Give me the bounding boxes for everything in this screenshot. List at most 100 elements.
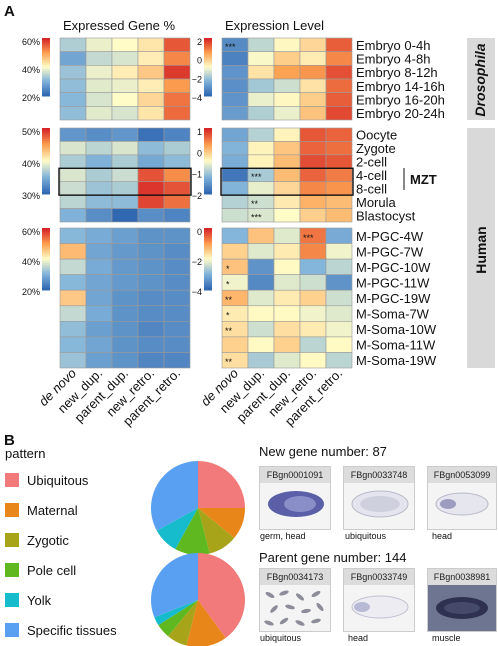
heatmap-cell <box>111 305 139 322</box>
heatmap-cell <box>85 352 113 369</box>
colorbar-segment <box>42 57 50 60</box>
heatmap-cell <box>111 181 139 196</box>
colorbar-segment <box>204 283 212 287</box>
new-gene-title: New gene number: 87 <box>259 444 387 459</box>
colorbar-segment <box>42 263 50 266</box>
pies-group <box>151 461 245 646</box>
significance-stars: * <box>226 264 230 274</box>
heatmap-cell <box>59 37 87 52</box>
heatmap-cell <box>273 208 301 223</box>
colorbar-segment <box>204 248 212 252</box>
colorbar-segment <box>42 61 50 64</box>
heatmap-cell <box>59 92 87 107</box>
colorbar-segment <box>42 55 50 58</box>
heatmap-cell <box>299 154 327 169</box>
colorbar-segment <box>204 156 212 160</box>
pie-slice <box>156 508 198 550</box>
colorbar-segment <box>204 246 212 250</box>
heatmap-cell <box>59 154 87 169</box>
colorbar-segment <box>204 271 212 274</box>
heatmap-cell <box>299 258 327 275</box>
colorbar-segment <box>42 275 50 279</box>
colorbar-segment <box>204 90 212 93</box>
heatmap-cell <box>85 289 113 307</box>
heatmap-cell <box>273 258 301 275</box>
colorbar-segment <box>42 261 50 264</box>
heatmap-cell <box>137 37 165 52</box>
heatmap-cell <box>247 141 275 156</box>
colorbar-segment <box>204 45 212 49</box>
pie-slice <box>151 461 198 531</box>
heatmap-cell <box>137 92 165 107</box>
pie-slice <box>186 600 226 646</box>
photo-caption: head <box>432 531 453 541</box>
significance-stars: ** <box>225 326 233 336</box>
legend-swatch <box>5 473 19 487</box>
heatmap-cell <box>273 336 301 353</box>
heatmap-cell <box>325 106 353 121</box>
colorbar-segment <box>204 55 212 58</box>
photo-caption: muscle <box>432 633 461 643</box>
heatmap-cell <box>299 141 327 156</box>
colorbar-tick-label: −1 <box>192 170 202 180</box>
colorbar-segment <box>204 228 212 231</box>
colorbar-segment <box>204 287 212 291</box>
heatmap-cell <box>137 274 165 291</box>
heatmap-cell <box>273 37 301 52</box>
heatmap-cell <box>247 336 275 353</box>
row-label: Embryo 4-8h <box>356 52 430 67</box>
row-label: 2-cell <box>356 155 387 170</box>
species-label-human: Human <box>473 226 489 273</box>
colorbar-segment <box>204 61 212 64</box>
heatmap-cell <box>85 258 113 275</box>
colorbar-segment <box>42 183 50 186</box>
row-label: M-Soma-10W <box>356 322 437 337</box>
legend-item: Yolk <box>5 592 51 608</box>
heatmap-cell <box>221 227 249 244</box>
colorbar-segment <box>42 267 50 270</box>
heatmap-cell <box>221 78 249 93</box>
colorbar-segment <box>204 285 212 289</box>
colorbar-segment <box>42 152 50 155</box>
colorbar-segment <box>204 167 212 171</box>
colorbar-segment <box>42 236 50 239</box>
heatmap-cell <box>273 78 301 93</box>
heatmap-cell <box>85 78 113 93</box>
colorbar-segment <box>204 128 212 131</box>
colorbar-segment <box>204 80 212 83</box>
heatmap-cell <box>59 227 87 244</box>
heatmap-cell <box>247 227 275 244</box>
heatmap-cell <box>325 274 353 291</box>
heatmap-cell <box>111 243 139 260</box>
colorbar-segment <box>204 187 212 191</box>
heatmap-cell <box>299 65 327 80</box>
embryo-image <box>264 590 324 626</box>
heatmap-cell <box>85 65 113 80</box>
heatmap-cell <box>247 106 275 121</box>
legend-swatch <box>5 593 19 607</box>
colorbar-segment <box>42 232 50 235</box>
heatmap-cell <box>163 167 191 183</box>
colorbar-segment <box>204 158 212 162</box>
colorbar-segment <box>204 256 212 260</box>
heatmap-cell <box>163 289 191 307</box>
heatmap-cell <box>59 65 87 80</box>
heatmap-cell <box>163 305 191 322</box>
drosophila-expressed-gene-pct: 60% 40% 20% <box>22 37 191 121</box>
heatmap-cell <box>221 106 249 121</box>
heatmap-cell <box>325 92 353 107</box>
row-label: Embryo 0-4h <box>356 38 430 53</box>
colorbar-segment <box>42 49 50 53</box>
embryo-image <box>435 492 489 516</box>
embryo-photo-new-2: FBgn0033748 <box>343 466 415 530</box>
heatmap-cell <box>59 305 87 322</box>
heatmap-cell <box>111 289 139 307</box>
colorbar-segment <box>42 132 50 136</box>
heatmap-cell <box>221 51 249 66</box>
colorbar-segment <box>42 88 50 91</box>
heatmap-cell <box>325 65 353 80</box>
heatmap-cell <box>85 208 113 223</box>
legend-title: pattern <box>5 446 46 461</box>
colorbar-tick-label: 50% <box>22 127 40 137</box>
